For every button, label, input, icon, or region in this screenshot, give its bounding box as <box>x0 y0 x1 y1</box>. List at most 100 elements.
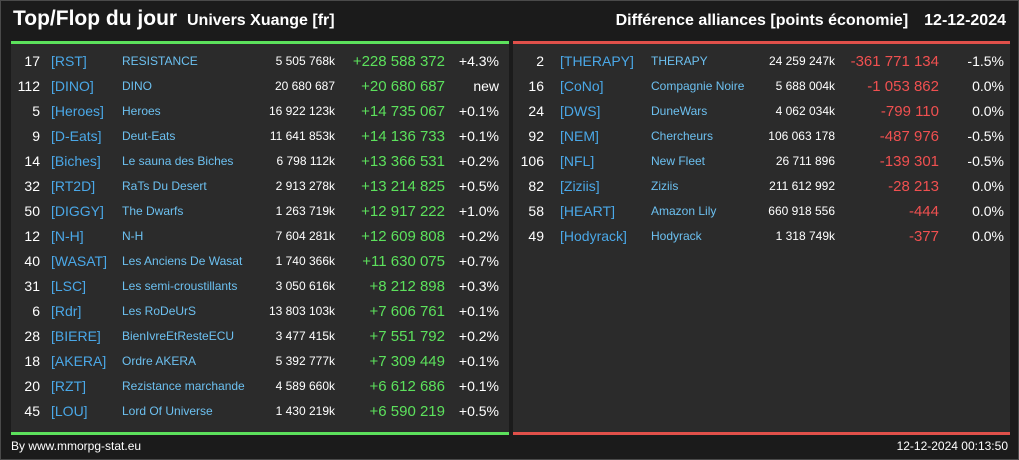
alliance-tag[interactable]: [DINO] <box>51 78 94 94</box>
alliance-points: 3 477 415k <box>275 329 335 343</box>
alliance-rank: 31 <box>24 278 40 294</box>
top-row: 32 [RT2D] RaTs Du Desert 2 913 278k +13 214 … <box>11 174 509 199</box>
alliance-name[interactable]: Ordre AKERA <box>122 354 197 368</box>
alliance-tag[interactable]: [DIGGY] <box>51 203 104 219</box>
alliance-tag[interactable]: [WASAT] <box>51 253 107 269</box>
alliance-name[interactable]: Rezistance marchande <box>122 379 245 393</box>
alliance-tag[interactable]: [RZT] <box>51 378 86 394</box>
alliance-name[interactable]: Ziziis <box>651 179 679 193</box>
alliance-tag[interactable]: [NEM] <box>560 128 599 144</box>
alliance-points: 26 711 896 <box>775 154 835 168</box>
alliance-tag[interactable]: [LOU] <box>51 403 88 419</box>
top-row: 6 [Rdr] Les RoDeUrS 13 803 103k +7 606 761 +0… <box>11 299 509 324</box>
percent-change: 0.0% <box>972 228 1004 244</box>
points-difference: +14 735 067 <box>361 103 445 120</box>
top-row: 9 [D-Eats] Deut-Eats 11 641 853k +14 136 733… <box>11 124 509 149</box>
percent-change: +0.2% <box>458 228 499 244</box>
flop-row: 106 [NFL] New Fleet 26 711 896 -139 301 -0.5% <box>513 149 1010 174</box>
footer-source: By www.mmorpg-stat.eu <box>11 439 142 453</box>
alliance-name[interactable]: New Fleet <box>651 154 706 168</box>
alliance-name[interactable]: Lord Of Universe <box>122 404 213 418</box>
alliance-tag[interactable]: [Ziziis] <box>560 178 600 194</box>
alliance-name[interactable]: DINO <box>122 79 152 93</box>
alliance-points: 4 062 034k <box>775 104 835 118</box>
alliance-name[interactable]: RESISTANCE <box>122 54 198 68</box>
alliance-tag[interactable]: [DWS] <box>560 103 601 119</box>
alliance-name[interactable]: Les Anciens De Wasat <box>122 254 243 268</box>
alliance-tag[interactable]: [D-Eats] <box>51 128 102 144</box>
alliance-rank: 5 <box>32 103 40 119</box>
alliance-tag[interactable]: [LSC] <box>51 278 87 294</box>
top-row: 31 [LSC] Les semi-croustillants 3 050 616k +… <box>11 274 509 299</box>
top-row: 28 [BIERE] BienIvreEtResteECU 3 477 415k +7 … <box>11 324 509 349</box>
alliance-name[interactable]: Les semi-croustillants <box>122 279 238 293</box>
alliance-tag[interactable]: [Biches] <box>51 153 101 169</box>
alliance-tag[interactable]: [AKERA] <box>51 353 107 369</box>
alliance-rank: 24 <box>528 103 544 119</box>
alliance-name[interactable]: BienIvreEtResteECU <box>122 329 235 343</box>
alliance-tag[interactable]: [NFL] <box>560 153 595 169</box>
percent-change: +0.7% <box>458 253 499 269</box>
alliance-tag[interactable]: [RST] <box>51 53 87 69</box>
top-row: 45 [LOU] Lord Of Universe 1 430 219k +6 590 … <box>11 399 509 424</box>
points-difference: +20 680 687 <box>361 78 445 95</box>
alliance-name[interactable]: RaTs Du Desert <box>122 179 207 193</box>
alliance-tag[interactable]: [THERAPY] <box>560 53 634 69</box>
points-difference: +7 606 761 <box>369 303 446 320</box>
alliance-name[interactable]: Compagnie Noire <box>651 79 745 93</box>
percent-change: 0.0% <box>972 78 1004 94</box>
alliance-name[interactable]: Hodyrack <box>651 229 702 243</box>
alliance-tag[interactable]: [Rdr] <box>51 303 82 319</box>
header-right: Différence alliances [points économie] 12… <box>616 12 1006 30</box>
top-row: 112 [DINO] DINO 20 680 687 +20 680 687 new <box>11 74 509 99</box>
alliance-rank: 12 <box>24 228 40 244</box>
top-row: 5 [Heroes] Heroes 16 922 123k +14 735 067 +0.… <box>11 99 509 124</box>
alliance-tag[interactable]: [CoNo] <box>560 78 604 94</box>
alliance-rank: 32 <box>24 178 40 194</box>
percent-change: 0.0% <box>972 178 1004 194</box>
alliance-rank: 49 <box>528 228 544 244</box>
alliance-name[interactable]: DuneWars <box>651 104 708 118</box>
alliance-name[interactable]: The Dwarfs <box>122 204 184 218</box>
alliance-tag[interactable]: [BIERE] <box>51 328 101 344</box>
percent-change: -0.5% <box>967 153 1004 169</box>
top-row: 14 [Biches] Le sauna des Biches 6 798 112k +… <box>11 149 509 174</box>
points-difference: +12 917 222 <box>361 203 445 220</box>
flop-row: 24 [DWS] DuneWars 4 062 034k -799 110 0.0% <box>513 99 1010 124</box>
alliance-points: 1 740 366k <box>275 254 335 268</box>
alliance-rank: 28 <box>24 328 40 344</box>
percent-change: +0.1% <box>458 128 499 144</box>
alliance-points: 4 589 660k <box>275 379 335 393</box>
alliance-rank: 45 <box>24 403 40 419</box>
alliance-rank: 58 <box>528 203 544 219</box>
alliance-tag[interactable]: [Heroes] <box>51 103 104 119</box>
flop-row: 49 [Hodyrack] Hodyrack 1 318 749k -377 0.0% <box>513 224 1010 249</box>
points-difference: +13 366 531 <box>361 153 445 170</box>
alliance-points: 6 798 112k <box>276 154 336 168</box>
alliance-name[interactable]: N-H <box>122 229 144 243</box>
top-row: 50 [DIGGY] The Dwarfs 1 263 719k +12 917 222… <box>11 199 509 224</box>
alliance-name[interactable]: Heroes <box>122 104 161 118</box>
alliance-tag[interactable]: [Hodyrack] <box>560 228 627 244</box>
top-panel: 17 [RST] RESISTANCE 5 505 768k +228 588 372 +… <box>11 41 509 435</box>
top-row: 18 [AKERA] Ordre AKERA 5 392 777k +7 309 449… <box>11 349 509 374</box>
alliance-name[interactable]: Deut-Eats <box>122 129 176 143</box>
alliance-points: 24 259 247k <box>768 54 835 68</box>
alliance-name[interactable]: Amazon Lily <box>651 204 717 218</box>
alliance-tag[interactable]: [HEART] <box>560 203 615 219</box>
alliance-rank: 112 <box>17 78 40 94</box>
points-difference: +11 630 075 <box>362 253 445 270</box>
percent-change: +0.3% <box>458 278 499 294</box>
alliance-name[interactable]: Chercheurs <box>651 129 714 143</box>
alliance-tag[interactable]: [RT2D] <box>51 178 96 194</box>
category-label: Différence alliances [points économie] <box>615 12 909 29</box>
percent-change: +1.0% <box>458 203 499 219</box>
percent-change: +0.1% <box>458 353 499 369</box>
alliance-name[interactable]: THERAPY <box>651 54 708 68</box>
alliance-tag[interactable]: [N-H] <box>51 228 84 244</box>
percent-change: +0.1% <box>458 303 499 319</box>
percent-change: +0.1% <box>458 378 499 394</box>
alliance-name[interactable]: Les RoDeUrS <box>122 304 197 318</box>
alliance-name[interactable]: Le sauna des Biches <box>122 154 234 168</box>
